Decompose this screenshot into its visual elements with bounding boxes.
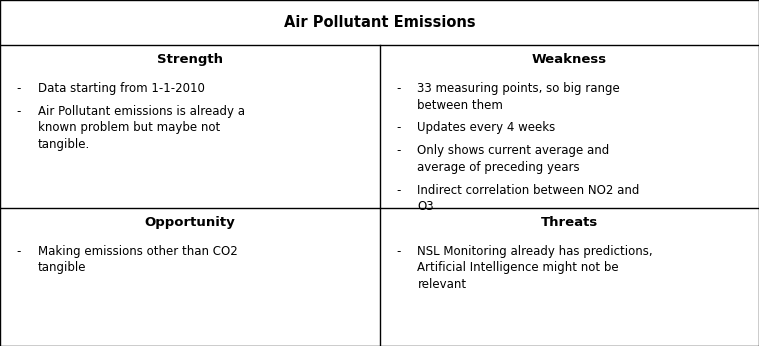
Text: relevant: relevant: [417, 278, 467, 291]
Text: tangible: tangible: [38, 261, 87, 274]
Text: known problem but maybe not: known problem but maybe not: [38, 121, 220, 135]
Text: tangible.: tangible.: [38, 138, 90, 151]
Text: 33 measuring points, so big range: 33 measuring points, so big range: [417, 82, 620, 95]
Text: Updates every 4 weeks: Updates every 4 weeks: [417, 121, 556, 135]
Text: -: -: [396, 245, 401, 258]
Text: -: -: [396, 184, 401, 197]
Text: -: -: [17, 105, 21, 118]
Text: Air Pollutant emissions is already a: Air Pollutant emissions is already a: [38, 105, 245, 118]
Text: Opportunity: Opportunity: [144, 216, 235, 229]
Text: Artificial Intelligence might not be: Artificial Intelligence might not be: [417, 261, 619, 274]
Text: -: -: [396, 82, 401, 95]
Text: Only shows current average and: Only shows current average and: [417, 144, 609, 157]
Text: -: -: [396, 144, 401, 157]
Text: -: -: [17, 82, 21, 95]
Text: Threats: Threats: [540, 216, 598, 229]
Text: between them: between them: [417, 99, 503, 112]
Text: Air Pollutant Emissions: Air Pollutant Emissions: [284, 15, 475, 30]
Text: -: -: [17, 245, 21, 258]
Text: Strength: Strength: [157, 53, 222, 66]
Text: Indirect correlation between NO2 and: Indirect correlation between NO2 and: [417, 184, 640, 197]
Text: O3: O3: [417, 200, 434, 213]
Text: average of preceding years: average of preceding years: [417, 161, 580, 174]
Text: Data starting from 1-1-2010: Data starting from 1-1-2010: [38, 82, 205, 95]
Text: Making emissions other than CO2: Making emissions other than CO2: [38, 245, 238, 258]
Text: -: -: [396, 121, 401, 135]
Text: Weakness: Weakness: [532, 53, 606, 66]
Text: NSL Monitoring already has predictions,: NSL Monitoring already has predictions,: [417, 245, 653, 258]
